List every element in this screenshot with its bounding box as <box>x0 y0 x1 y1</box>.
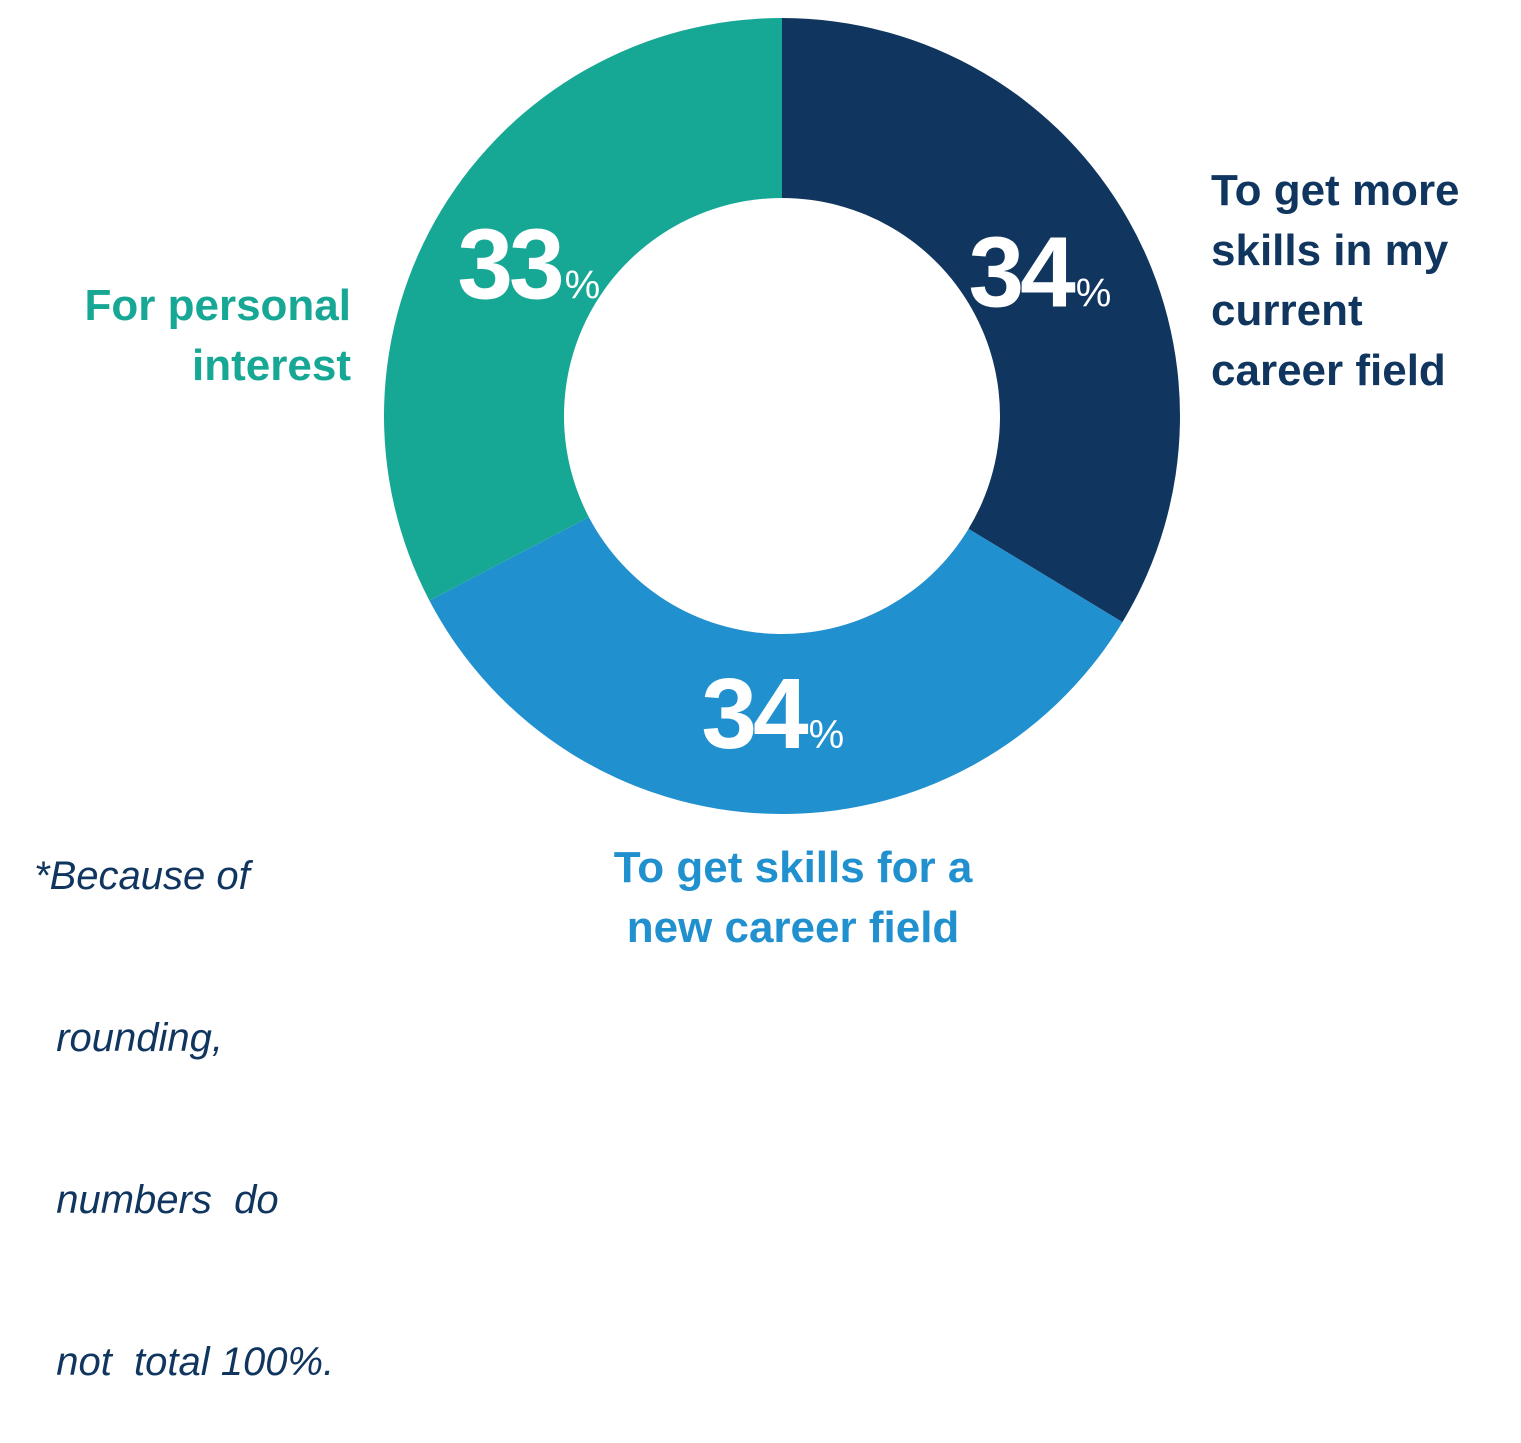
footnote-line: numbers do <box>34 1178 279 1222</box>
label-line: current <box>1211 286 1363 335</box>
label-line: interest <box>192 341 351 390</box>
footnote-line: rounding, <box>34 1016 224 1060</box>
rounding-footnote: *Because of rounding, numbers do not tot… <box>34 741 334 1443</box>
label-line: skills in my <box>1211 226 1449 275</box>
slice-value-label-new-career-field: 34% <box>701 658 844 770</box>
slice-value-label-personal-interest: 33% <box>457 209 600 321</box>
donut-slice-current-career-field <box>782 18 1180 623</box>
label-line: career field <box>1211 346 1446 395</box>
legend-label-new-career-field: To get skills for a new career field <box>614 838 973 958</box>
label-line: To get more <box>1211 166 1460 215</box>
slice-value-labels: 34 % 34 % 33% <box>457 209 1111 770</box>
label-line: For personal <box>84 281 352 330</box>
donut-slice-personal-interest <box>383 18 782 601</box>
legend-label-current-career-field: To get more skills in my current career … <box>1211 161 1460 401</box>
footnote-line: *Because of <box>34 854 250 898</box>
donut-slice-new-career-field <box>429 517 1123 814</box>
slice-value-label-current-career-field: 34% <box>968 217 1111 329</box>
label-line: To get skills for a <box>613 843 973 892</box>
footnote-line: not total 100%. <box>34 1340 335 1384</box>
legend-label-personal-interest: For personal interest <box>85 276 352 396</box>
donut-chart: 34 % 34 % 33% <box>383 18 1180 814</box>
label-line: new career field <box>626 903 960 952</box>
slices-layer <box>383 18 1180 814</box>
